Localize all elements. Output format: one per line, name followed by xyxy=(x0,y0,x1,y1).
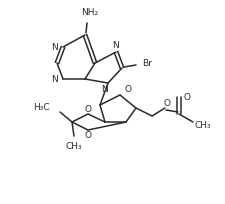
Text: O: O xyxy=(124,85,131,94)
Text: N: N xyxy=(51,42,58,51)
Text: CH₃: CH₃ xyxy=(65,142,82,151)
Text: Br: Br xyxy=(141,60,151,69)
Text: O: O xyxy=(183,92,190,102)
Text: CH₃: CH₃ xyxy=(194,122,211,131)
Text: H₃C: H₃C xyxy=(33,102,50,112)
Text: N: N xyxy=(101,84,108,93)
Text: N: N xyxy=(112,41,119,51)
Text: O: O xyxy=(163,100,170,109)
Text: O: O xyxy=(84,131,91,140)
Text: O: O xyxy=(84,104,91,113)
Text: N: N xyxy=(51,74,58,83)
Text: NH₂: NH₂ xyxy=(81,8,98,17)
